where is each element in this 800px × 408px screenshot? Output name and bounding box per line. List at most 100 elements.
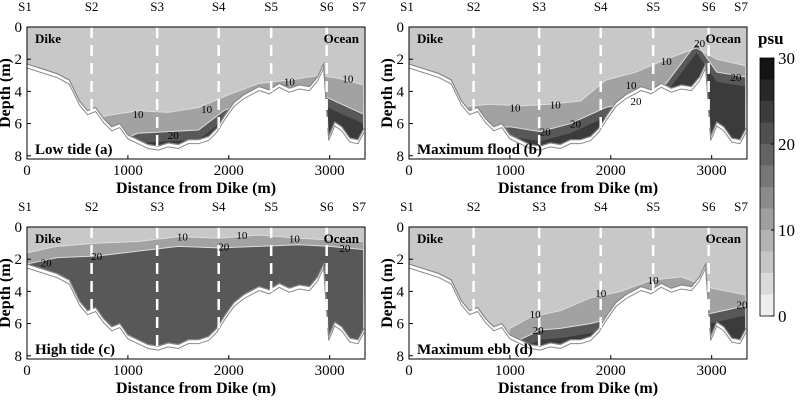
bed-line-lower [27, 266, 365, 351]
x-tick-label: 0 [23, 363, 31, 379]
contour-label: 20 [694, 38, 706, 50]
station-label-s1: S1 [400, 199, 414, 214]
colorbar-level [760, 294, 774, 316]
station-label-s5: S5 [264, 199, 278, 214]
x-tick-label: 0 [405, 363, 413, 379]
x-tick-label: 1000 [113, 363, 143, 379]
station-label-s2: S2 [85, 199, 99, 214]
x-axis-label: Distance from Dike (m) [116, 180, 276, 197]
y-tick-label: 8 [397, 349, 405, 365]
x-tick-label: 2000 [214, 363, 244, 379]
y-tick-label: 0 [15, 20, 23, 36]
colorbar-level [760, 208, 774, 230]
colorbar-frame [759, 57, 775, 317]
contour-label: 20 [91, 251, 103, 263]
panel-label: Low tide (a) [35, 142, 113, 158]
y-axis-label: Depth (m) [379, 258, 396, 328]
x-tick-label: 2000 [214, 163, 244, 179]
station-label-s2: S2 [467, 199, 481, 214]
ocean-label: Ocean [706, 31, 742, 46]
bed-line-lower [409, 66, 747, 151]
contour-label: 20 [41, 257, 53, 269]
y-tick-label: 4 [15, 84, 23, 100]
station-label-s5: S5 [646, 199, 660, 214]
contour-label: 20 [631, 96, 643, 108]
y-tick-label: 6 [397, 117, 405, 133]
water-region [409, 227, 747, 347]
contour-label: 10 [236, 230, 248, 242]
y-tick-label: 8 [15, 149, 23, 165]
colorbar-level [760, 122, 774, 144]
contour-line-10 [455, 47, 746, 108]
bed-line [409, 61, 747, 147]
contour-label: 20 [339, 243, 351, 255]
y-axis-label: Depth (m) [0, 258, 14, 328]
station-label-s6: S6 [320, 199, 334, 214]
y-tick-label: 6 [15, 117, 23, 133]
x-axis-label: Distance from Dike (m) [498, 180, 658, 197]
contour-label: 10 [284, 77, 296, 89]
y-tick-label: 2 [15, 252, 23, 268]
colorbar-level [760, 230, 774, 252]
colorbar-tick-label: 30 [778, 49, 795, 68]
station-label-s7: S7 [734, 0, 748, 14]
colorbar-level [760, 273, 774, 295]
x-tick-label: 3000 [315, 363, 345, 379]
bed-line [27, 61, 365, 147]
contour-label: 10 [530, 309, 542, 321]
y-tick-label: 4 [397, 284, 405, 300]
contour-label: 10 [132, 109, 144, 121]
x-axis-label: Distance from Dike (m) [498, 380, 658, 397]
colorbar-tick-label: 20 [778, 135, 795, 154]
bed-line [409, 261, 747, 347]
panel-label: High tide (c) [35, 342, 115, 358]
colorbar-level [760, 79, 774, 101]
ocean-label: Ocean [706, 231, 742, 246]
station-label-s7: S7 [352, 0, 366, 14]
station-label-s7: S7 [734, 199, 748, 214]
plot-frame [26, 26, 366, 160]
x-tick-label: 1000 [495, 363, 525, 379]
x-tick-label: 3000 [697, 363, 727, 379]
dike-label: Dike [35, 231, 61, 246]
x-tick-label: 0 [23, 163, 31, 179]
x-tick-label: 1000 [113, 163, 143, 179]
y-tick-label: 0 [397, 20, 405, 36]
contour-label: 10 [342, 74, 354, 86]
colorbar-level [760, 58, 774, 80]
ocean-label: Ocean [324, 31, 360, 46]
contour-line-10 [73, 74, 364, 125]
station-label-s7: S7 [352, 199, 366, 214]
station-label-s1: S1 [400, 0, 414, 14]
station-label-s6: S6 [702, 0, 716, 14]
y-tick-label: 4 [15, 284, 23, 300]
station-label-s5: S5 [264, 0, 278, 14]
contour-label: 10 [550, 99, 562, 111]
dike-label: Dike [417, 231, 443, 246]
contour-label: 20 [218, 241, 230, 253]
y-tick-label: 0 [397, 220, 405, 236]
station-label-s3: S3 [532, 0, 546, 14]
x-tick-label: 2000 [596, 163, 626, 179]
contour-label: 10 [648, 275, 660, 287]
contour-label: 10 [509, 102, 521, 114]
contour-label: 10 [177, 232, 189, 244]
bed-line [27, 261, 365, 347]
colorbar-level [760, 251, 774, 273]
dike-label: Dike [35, 31, 61, 46]
y-tick-label: 6 [15, 317, 23, 333]
contour-label: 10 [201, 104, 213, 116]
station-label-s2: S2 [85, 0, 99, 14]
colorbar-tick-label: 0 [778, 307, 787, 326]
contour-label: 20 [168, 130, 180, 142]
y-tick-label: 8 [397, 149, 405, 165]
colorbar-level [760, 144, 774, 166]
y-tick-label: 8 [15, 349, 23, 365]
contour-label: 10 [595, 288, 607, 300]
station-label-s2: S2 [467, 0, 481, 14]
